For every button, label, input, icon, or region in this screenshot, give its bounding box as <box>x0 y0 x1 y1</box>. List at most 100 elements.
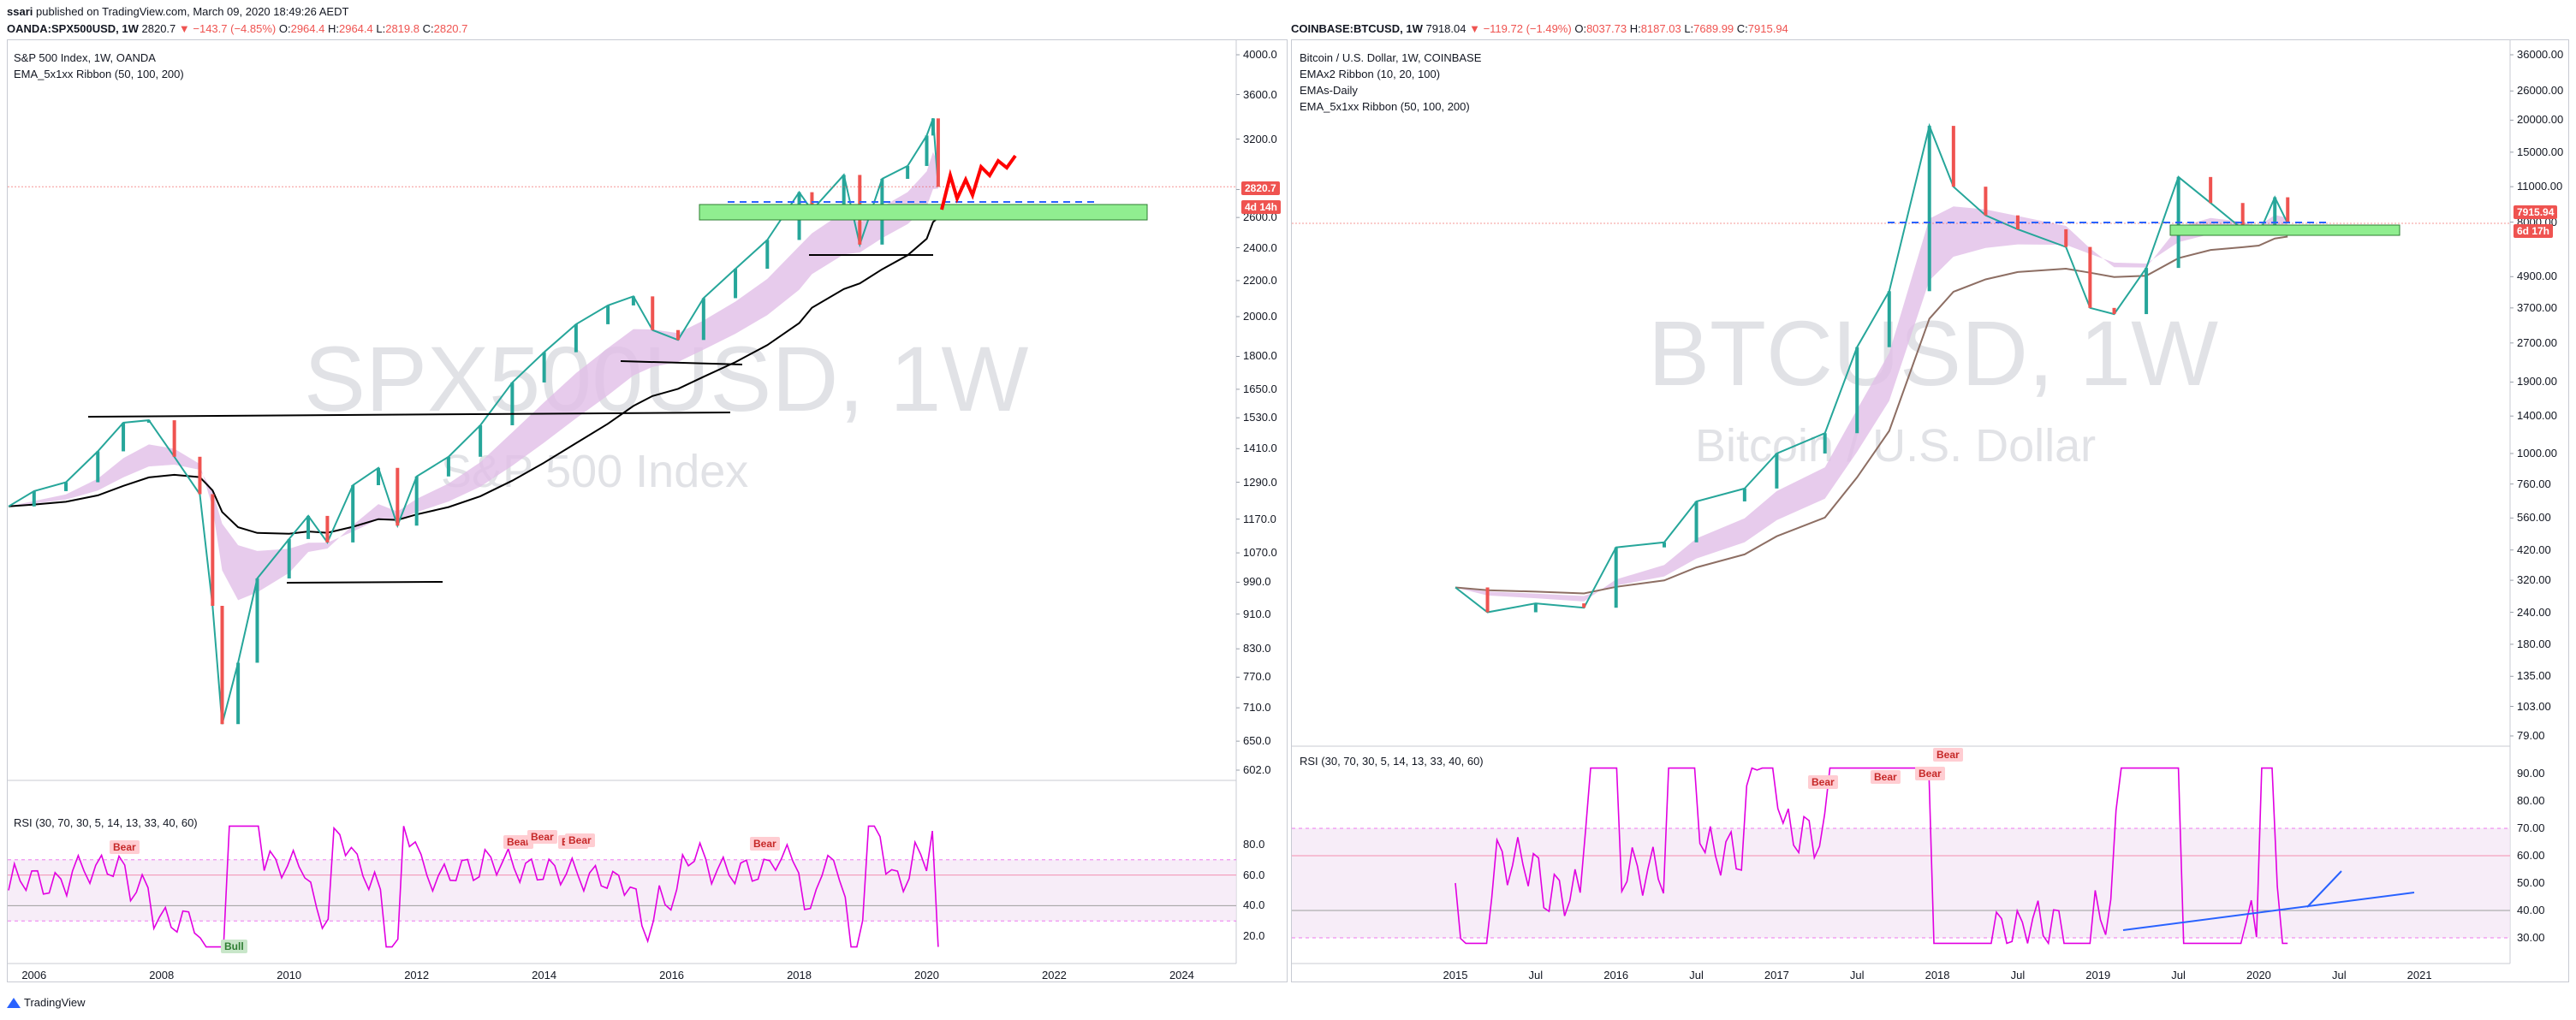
left-legend-title: S&P 500 Index, 1W, OANDA <box>14 51 156 64</box>
right-divergence-label: Bear <box>1933 748 1963 762</box>
left-candle <box>396 467 400 526</box>
left-time-tick-label: 2024 <box>1169 969 1194 981</box>
right-price-tick-label: 180.00 <box>2517 637 2551 650</box>
right-legend: Bitcoin / U.S. Dollar, 1W, COINBASE EMAx… <box>1300 50 1481 115</box>
left-support-zone <box>699 204 1148 221</box>
left-divergence-label: Bear <box>527 830 557 844</box>
left-symbol[interactable]: OANDA:SPX500USD, 1W <box>7 22 139 35</box>
right-rsi-band <box>1292 828 2510 938</box>
right-rsi-tick-label: 60.00 <box>2517 849 2545 862</box>
right-price-tick-label: 420.00 <box>2517 543 2551 556</box>
left-price-tick-label: 650.0 <box>1243 734 1271 748</box>
right-candle <box>1855 347 1859 434</box>
right-rsi-tick-label: 90.00 <box>2517 767 2545 780</box>
right-candle <box>2088 246 2092 308</box>
right-time-tick-label: Jul <box>2331 969 2347 981</box>
left-candle <box>287 538 291 578</box>
right-support-zone <box>2169 224 2400 236</box>
right-price-tick-label: 2700.00 <box>2517 335 2557 349</box>
right-candle <box>1694 501 1698 543</box>
left-candle <box>146 420 151 424</box>
left-divergence-label: Bull <box>221 940 247 953</box>
right-rsi-label[interactable]: RSI (30, 70, 30, 5, 14, 13, 33, 40, 60) <box>1300 755 1484 768</box>
left-candle <box>651 296 655 330</box>
right-price-tick-label: 760.00 <box>2517 477 2551 490</box>
publisher-line: ssari published on TradingView.com, Marc… <box>7 5 348 18</box>
right-candle <box>1614 547 1618 608</box>
right-price-tick-label: 135.00 <box>2517 669 2551 683</box>
left-price-tick-label: 2400.0 <box>1243 240 1277 254</box>
left-price-tick-label: 2000.0 <box>1243 309 1277 323</box>
left-change: ▼ −143.7 (−4.85%) <box>178 22 277 35</box>
right-divergence-label: Bear <box>1915 767 1945 780</box>
right-rsi-line <box>1455 767 2288 946</box>
left-candle <box>701 298 705 341</box>
right-legend-ribbon-2[interactable]: EMA_5x1xx Ribbon (50, 100, 200) <box>1300 100 1470 113</box>
right-price-tick-label: 79.00 <box>2517 729 2545 742</box>
right-candle <box>1533 603 1538 613</box>
left-price-tick-label: 1650.0 <box>1243 382 1277 395</box>
right-rsi-tick-label: 40.00 <box>2517 904 2545 916</box>
right-candle <box>1663 542 1666 548</box>
left-candle <box>906 165 910 180</box>
left-time-tick-label: 2014 <box>532 969 557 981</box>
left-candle <box>931 118 935 136</box>
right-legend-emas[interactable]: EMAs-Daily <box>1300 84 1358 97</box>
left-candle <box>376 467 380 485</box>
left-candle <box>96 451 100 483</box>
right-candle <box>2240 203 2245 229</box>
right-candle <box>2209 176 2213 204</box>
left-price-tick-label: 1070.0 <box>1243 546 1277 560</box>
left-time-tick-label: 2022 <box>1041 969 1067 981</box>
right-candle <box>2145 268 2149 315</box>
tradingview-brand[interactable]: TradingView <box>7 996 86 1009</box>
right-price-tick-label: 11000.00 <box>2517 180 2563 193</box>
left-divergence-label: Bear <box>503 835 533 849</box>
left-candle <box>255 578 259 663</box>
left-candle <box>479 424 483 457</box>
left-candle <box>631 296 635 305</box>
left-divergence-label: Bear <box>750 837 780 851</box>
right-time-tick-label: Jul <box>2010 969 2026 981</box>
right-rsi-tick-label: 80.00 <box>2517 794 2545 807</box>
right-candle <box>2273 197 2277 234</box>
right-candle <box>1742 488 1746 501</box>
left-rsi-line <box>8 825 939 948</box>
right-divergence-label: Bear <box>1871 770 1901 784</box>
right-price-tick-label: 1000.00 <box>2517 446 2557 460</box>
left-price-tick-label: 1290.0 <box>1243 475 1277 489</box>
left-time-tick-label: 2010 <box>277 969 302 981</box>
left-candle <box>925 135 929 166</box>
left-time-tick-label: 2016 <box>659 969 685 981</box>
right-symbol[interactable]: COINBASE:BTCUSD, 1W <box>1291 22 1423 35</box>
right-price-tick-label: 4900.00 <box>2517 270 2557 283</box>
right-candle <box>1927 126 1931 292</box>
left-legend-ribbon[interactable]: EMA_5x1xx Ribbon (50, 100, 200) <box>14 68 184 80</box>
right-candle <box>1775 453 1779 489</box>
left-candle <box>574 323 578 353</box>
left-price-tick-label: 3200.0 <box>1243 132 1277 145</box>
right-rsi-trendline <box>2122 892 2415 931</box>
right-candle <box>2015 215 2020 229</box>
left-chart-panel[interactable] <box>7 39 1288 982</box>
left-candle <box>306 515 311 539</box>
left-divergence-label: Bear <box>110 840 140 854</box>
publisher-text: published on TradingView.com, March 09, … <box>36 5 349 18</box>
right-time-tick-label: Jul <box>1528 969 1544 981</box>
tradingview-logo-icon <box>7 997 21 1008</box>
left-rsi-label[interactable]: RSI (30, 70, 30, 5, 14, 13, 33, 40, 60) <box>14 816 198 829</box>
left-time-tick-label: 2018 <box>787 969 812 981</box>
left-candle <box>606 305 610 324</box>
left-trendline <box>286 581 443 584</box>
left-price-tick-label: 1410.0 <box>1243 442 1277 455</box>
right-candle <box>2064 228 2068 247</box>
right-legend-ribbon-1[interactable]: EMAx2 Ribbon (10, 20, 100) <box>1300 68 1441 80</box>
left-candle <box>414 476 419 526</box>
left-candle <box>236 662 241 725</box>
left-time-tag: 4d 14h <box>1241 200 1282 214</box>
left-candle <box>172 420 176 457</box>
left-price-tick-label: 770.0 <box>1243 670 1271 684</box>
left-candle <box>220 606 224 725</box>
left-candle <box>325 515 330 543</box>
